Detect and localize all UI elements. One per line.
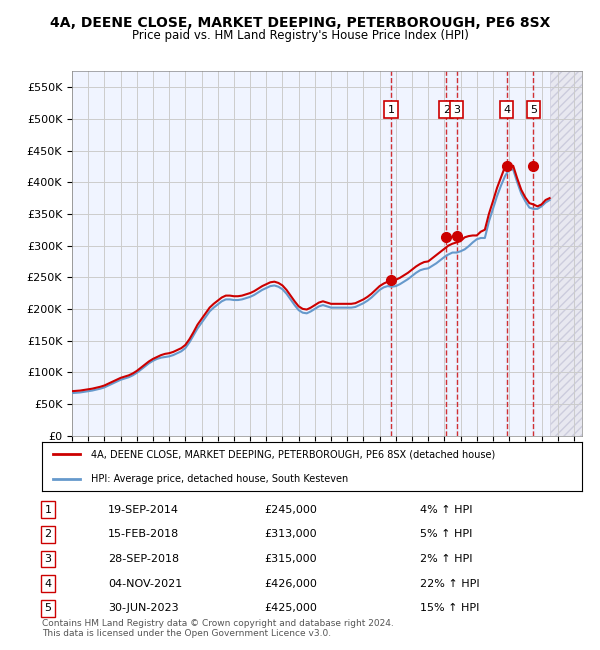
4A, DEENE CLOSE, MARKET DEEPING, PETERBOROUGH, PE6 8SX (detached house) (453, 239, 460, 246)
HPI: Average price, detached house, South Kesteven: (2e+03, 2.12e+05): Average price, detached house, South Kes… (218, 298, 226, 305)
Bar (391, 72, 392, 436)
Text: 15-FEB-2018: 15-FEB-2018 (108, 529, 179, 539)
4A, DEENE CLOSE, MARKET DEEPING, PETERBOROUGH, PE6 8SX (detached house) (166, 349, 173, 357)
HPI: Average price, detached house, South Kesteven: (2.02e+03, 3.72e+05): Average price, detached house, South Kes… (546, 196, 553, 204)
4A, DEENE CLOSE, MARKET DEEPING, PETERBOROUGH, PE6 8SX (detached house) (347, 300, 355, 307)
4A, DEENE CLOSE, MARKET DEEPING, PETERBOROUGH, PE6 8SX (detached house) (218, 294, 226, 302)
Text: 4A, DEENE CLOSE, MARKET DEEPING, PETERBOROUGH, PE6 8SX: 4A, DEENE CLOSE, MARKET DEEPING, PETERBO… (50, 16, 550, 31)
HPI: Average price, detached house, South Kesteven: (2e+03, 1.25e+05): Average price, detached house, South Kes… (166, 352, 173, 360)
Line: HPI: Average price, detached house, South Kesteven: HPI: Average price, detached house, Sout… (72, 170, 550, 393)
HPI: Average price, detached house, South Kesteven: (2.02e+03, 3.12e+05): Average price, detached house, South Kes… (477, 234, 484, 242)
Text: £315,000: £315,000 (264, 554, 317, 564)
Text: 4: 4 (503, 105, 510, 114)
Text: 28-SEP-2018: 28-SEP-2018 (108, 554, 179, 564)
Text: 5: 5 (44, 603, 52, 614)
Text: £245,000: £245,000 (264, 504, 317, 515)
Text: 4: 4 (44, 578, 52, 589)
Text: 2: 2 (44, 529, 52, 539)
Text: 4A, DEENE CLOSE, MARKET DEEPING, PETERBOROUGH, PE6 8SX (detached house): 4A, DEENE CLOSE, MARKET DEEPING, PETERBO… (91, 449, 495, 459)
Text: Price paid vs. HM Land Registry's House Price Index (HPI): Price paid vs. HM Land Registry's House … (131, 29, 469, 42)
Bar (446, 72, 447, 436)
Text: 2: 2 (443, 105, 450, 114)
4A, DEENE CLOSE, MARKET DEEPING, PETERBOROUGH, PE6 8SX (detached house) (546, 194, 553, 202)
Text: HPI: Average price, detached house, South Kesteven: HPI: Average price, detached house, Sout… (91, 474, 348, 484)
Text: 19-SEP-2014: 19-SEP-2014 (108, 504, 179, 515)
Text: 3: 3 (44, 554, 52, 564)
4A, DEENE CLOSE, MARKET DEEPING, PETERBOROUGH, PE6 8SX (detached house) (416, 260, 424, 268)
Text: £425,000: £425,000 (264, 603, 317, 614)
Line: 4A, DEENE CLOSE, MARKET DEEPING, PETERBOROUGH, PE6 8SX (detached house): 4A, DEENE CLOSE, MARKET DEEPING, PETERBO… (72, 166, 550, 391)
HPI: Average price, detached house, South Kesteven: (2e+03, 6.7e+04): Average price, detached house, South Kes… (68, 389, 76, 397)
Text: 15% ↑ HPI: 15% ↑ HPI (420, 603, 479, 614)
HPI: Average price, detached house, South Kesteven: (2.01e+03, 2.02e+05): Average price, detached house, South Kes… (347, 304, 355, 311)
Text: 3: 3 (453, 105, 460, 114)
4A, DEENE CLOSE, MARKET DEEPING, PETERBOROUGH, PE6 8SX (detached house) (477, 227, 484, 235)
4A, DEENE CLOSE, MARKET DEEPING, PETERBOROUGH, PE6 8SX (detached house) (68, 387, 76, 395)
Text: 4% ↑ HPI: 4% ↑ HPI (420, 504, 473, 515)
Text: 30-JUN-2023: 30-JUN-2023 (108, 603, 179, 614)
Bar (456, 72, 457, 436)
Text: £313,000: £313,000 (264, 529, 317, 539)
Text: 5: 5 (530, 105, 537, 114)
4A, DEENE CLOSE, MARKET DEEPING, PETERBOROUGH, PE6 8SX (detached house) (506, 162, 513, 170)
Text: Contains HM Land Registry data © Crown copyright and database right 2024.
This d: Contains HM Land Registry data © Crown c… (42, 619, 394, 638)
Text: 1: 1 (44, 504, 52, 515)
HPI: Average price, detached house, South Kesteven: (2.02e+03, 2.89e+05): Average price, detached house, South Kes… (453, 249, 460, 257)
Text: £426,000: £426,000 (264, 578, 317, 589)
Text: 5% ↑ HPI: 5% ↑ HPI (420, 529, 472, 539)
Bar (533, 72, 534, 436)
Text: 04-NOV-2021: 04-NOV-2021 (108, 578, 182, 589)
Text: 2% ↑ HPI: 2% ↑ HPI (420, 554, 473, 564)
HPI: Average price, detached house, South Kesteven: (2.02e+03, 2.61e+05): Average price, detached house, South Kes… (416, 266, 424, 274)
HPI: Average price, detached house, South Kesteven: (2.02e+03, 4.2e+05): Average price, detached house, South Kes… (506, 166, 513, 174)
Text: 22% ↑ HPI: 22% ↑ HPI (420, 578, 479, 589)
Text: 1: 1 (388, 105, 395, 114)
Bar (506, 72, 508, 436)
